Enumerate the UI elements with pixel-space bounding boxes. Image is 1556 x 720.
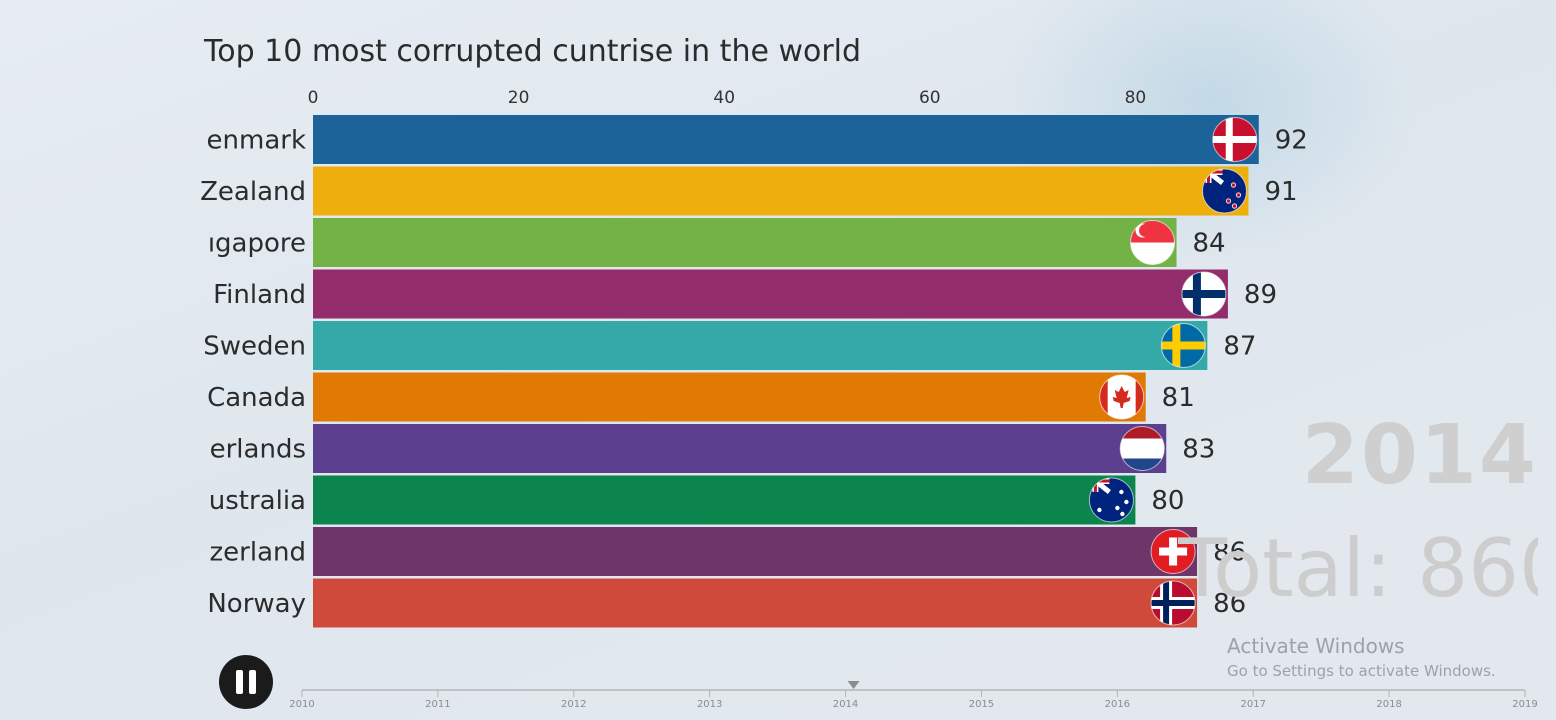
windows-activation-watermark: Activate Windows Go to Settings to activ… <box>1227 634 1496 680</box>
value-label: 92 <box>1275 126 1308 156</box>
netherlands-flag <box>1119 426 1165 471</box>
x-tick-label: 0 <box>308 88 319 108</box>
bar-row-australia: ustralia 80 <box>209 475 1184 525</box>
category-label: zerland <box>210 538 306 568</box>
x-tick-label: 20 <box>508 88 530 108</box>
norway-flag <box>1150 580 1196 626</box>
timeline-year-label[interactable]: 2017 <box>1240 699 1265 710</box>
timeline-year-label[interactable]: 2016 <box>1105 699 1130 710</box>
category-label: ıgapore <box>208 229 306 259</box>
watermark-subtitle: Go to Settings to activate Windows. <box>1227 662 1496 680</box>
value-label: 83 <box>1182 435 1215 465</box>
category-label: Sweden <box>203 332 306 362</box>
x-axis-ticks: 0 20 40 60 80 <box>308 88 1147 108</box>
bar-row-canada: Canada 81 <box>207 372 1195 422</box>
bar-row-netherlands: erlands 83 <box>210 424 1215 473</box>
pause-icon <box>236 670 243 694</box>
bar-row-sweden: Sweden 87 <box>203 321 1256 370</box>
value-label: 91 <box>1264 177 1297 207</box>
bar-row-singapore: ıgapore 84 <box>208 218 1226 267</box>
bar <box>313 321 1208 370</box>
bar <box>313 372 1146 422</box>
total-label: Total: 860 <box>1178 522 1538 615</box>
value-label: 87 <box>1223 332 1256 362</box>
category-label: Zealand <box>200 177 306 207</box>
sweden-flag <box>1160 323 1206 368</box>
switzerland-flag <box>1150 529 1196 574</box>
bar-row-switzerland: zerland 86 <box>210 527 1246 576</box>
bar <box>313 166 1249 216</box>
value-label: 80 <box>1151 486 1184 516</box>
bar-row-denmark: enmark 92 <box>207 115 1308 164</box>
timeline-handle[interactable] <box>847 681 860 689</box>
category-label: erlands <box>210 435 306 465</box>
timeline-year-label[interactable]: 2011 <box>425 699 450 710</box>
bar <box>313 578 1198 628</box>
category-label: Canada <box>207 383 306 413</box>
bar-row-norway: Norway 86 <box>207 578 1246 628</box>
value-label: 86 <box>1213 589 1246 619</box>
timeline-year-label[interactable]: 2012 <box>561 699 586 710</box>
value-label: 86 <box>1213 538 1246 568</box>
bar <box>313 527 1198 576</box>
value-label: 81 <box>1162 383 1195 413</box>
value-label: 84 <box>1193 229 1226 259</box>
bar-row-finland: Finland 89 <box>213 269 1277 319</box>
canada-flag <box>1099 374 1145 420</box>
pause-button[interactable] <box>219 655 273 709</box>
timeline-year-label[interactable]: 2018 <box>1376 699 1401 710</box>
bar <box>313 475 1136 525</box>
timeline-year-label[interactable]: 2013 <box>697 699 722 710</box>
timeline-year-label[interactable]: 2019 <box>1512 699 1537 710</box>
category-label: Finland <box>213 280 306 310</box>
chart-title: Top 10 most corrupted cuntrise in the wo… <box>204 34 862 69</box>
singapore-flag <box>1130 220 1176 265</box>
timeline-year-label[interactable]: 2010 <box>289 699 314 710</box>
category-label: ustralia <box>209 486 306 516</box>
category-label: Norway <box>207 589 306 619</box>
bar <box>313 269 1228 319</box>
denmark-flag <box>1212 117 1258 162</box>
watermark-title: Activate Windows <box>1227 634 1405 658</box>
timeline-year-label[interactable]: 2015 <box>969 699 994 710</box>
category-label: enmark <box>207 126 306 156</box>
finland-flag <box>1181 271 1227 317</box>
bar <box>313 218 1177 267</box>
x-tick-label: 40 <box>713 88 735 108</box>
bar <box>313 115 1259 164</box>
bar <box>313 424 1167 473</box>
bars-group: enmark 92 Zealand 91 ıgapore 84 Finland 89 Swede… <box>200 115 1308 628</box>
x-tick-label: 60 <box>919 88 941 108</box>
value-label: 89 <box>1244 280 1277 310</box>
x-tick-label: 80 <box>1125 88 1147 108</box>
timeline-year-label[interactable]: 2014 <box>833 699 858 710</box>
timeline-slider: 2010 2011 2012 2013 2014 2015 2016 2017 2018 2019 <box>289 681 1538 710</box>
current-year-label: 2014 <box>1301 408 1538 503</box>
bar-row-new-zealand: Zealand 91 <box>200 166 1298 216</box>
